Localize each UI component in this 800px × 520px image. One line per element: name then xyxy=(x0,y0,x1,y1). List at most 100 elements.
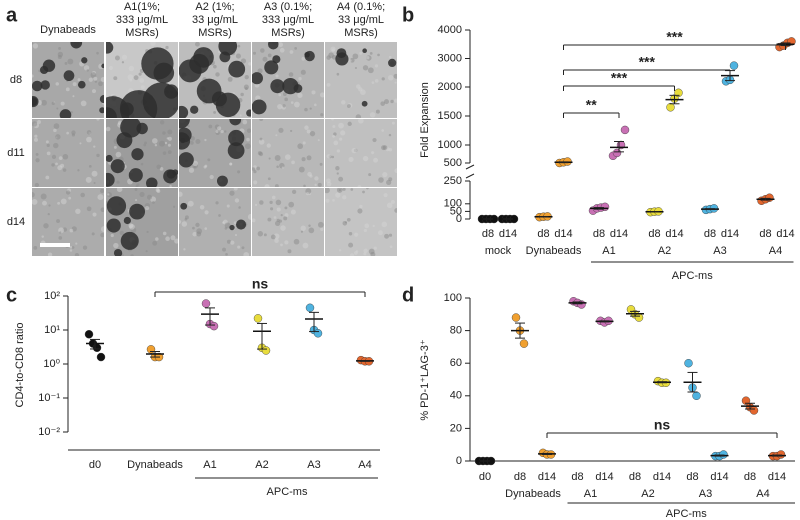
cell-cluster xyxy=(335,52,349,66)
y-tick-label: 3000 xyxy=(438,52,462,64)
texture xyxy=(380,101,386,106)
cell-cluster xyxy=(228,60,246,78)
texture xyxy=(204,138,207,142)
texture xyxy=(234,233,238,237)
group-label: Dynabeads xyxy=(526,245,582,257)
texture xyxy=(187,200,194,207)
micrograph-bg xyxy=(252,188,324,256)
texture xyxy=(390,199,395,205)
texture xyxy=(388,177,393,182)
texture xyxy=(194,42,200,47)
texture xyxy=(294,101,300,108)
texture xyxy=(58,156,63,161)
texture xyxy=(320,113,324,117)
micrograph xyxy=(325,188,397,256)
texture xyxy=(259,137,263,141)
texture xyxy=(326,82,331,87)
texture xyxy=(239,114,242,117)
x-tick-label: d8 xyxy=(571,471,583,483)
row-label: d14 xyxy=(7,216,25,228)
y-tick-label: 10² xyxy=(44,290,60,302)
data-point xyxy=(92,343,102,352)
texture xyxy=(80,192,85,198)
group-label: APC-ms xyxy=(666,508,707,520)
texture xyxy=(71,130,76,135)
texture xyxy=(389,245,393,249)
texture xyxy=(215,72,220,77)
x-tick-label: d14 xyxy=(499,228,517,240)
texture xyxy=(60,101,65,106)
texture xyxy=(107,193,110,196)
cell-cluster xyxy=(110,159,125,174)
texture xyxy=(190,141,194,145)
panel-label: b xyxy=(402,4,414,26)
texture xyxy=(220,130,224,134)
texture xyxy=(159,140,165,147)
cell-cluster xyxy=(131,148,144,161)
texture xyxy=(58,47,61,50)
x-tick-label: d14 xyxy=(776,228,794,240)
texture xyxy=(94,80,98,83)
texture xyxy=(217,126,222,131)
texture xyxy=(335,166,340,171)
texture xyxy=(162,151,167,155)
texture xyxy=(305,192,310,196)
texture xyxy=(34,134,38,138)
texture xyxy=(100,207,104,213)
y-tick-label: 10⁻¹ xyxy=(38,392,60,404)
texture xyxy=(230,240,235,245)
texture xyxy=(357,208,363,214)
texture xyxy=(308,227,315,234)
significance-label: *** xyxy=(639,54,656,70)
texture xyxy=(48,204,51,207)
group-label: A1 xyxy=(602,245,615,257)
texture xyxy=(145,206,150,211)
texture xyxy=(346,217,351,222)
texture xyxy=(77,169,80,172)
data-point xyxy=(612,148,622,158)
texture xyxy=(51,101,55,106)
texture xyxy=(388,148,393,152)
texture xyxy=(57,51,64,58)
micrograph xyxy=(252,188,324,256)
micrograph xyxy=(252,119,324,187)
texture xyxy=(274,184,279,187)
texture xyxy=(267,217,272,222)
y-tick-label: 40 xyxy=(450,390,462,402)
texture xyxy=(136,183,140,187)
micrograph xyxy=(106,188,178,256)
texture xyxy=(150,42,156,46)
texture xyxy=(156,189,161,193)
texture xyxy=(69,249,73,252)
texture xyxy=(229,162,233,166)
texture xyxy=(42,200,47,206)
texture xyxy=(86,206,92,212)
texture xyxy=(279,47,285,53)
texture xyxy=(237,44,241,48)
group-label: APC-ms xyxy=(267,486,308,498)
texture xyxy=(71,246,75,249)
texture xyxy=(256,166,261,171)
texture xyxy=(284,206,288,210)
texture xyxy=(238,206,241,209)
texture xyxy=(196,228,203,235)
texture xyxy=(235,53,241,59)
texture xyxy=(34,182,40,187)
cell-cluster xyxy=(164,84,178,99)
texture xyxy=(317,139,320,142)
texture xyxy=(336,72,340,76)
texture xyxy=(362,155,369,162)
texture xyxy=(167,136,172,141)
texture xyxy=(68,196,72,200)
x-tick-label: d14 xyxy=(653,471,671,483)
texture xyxy=(283,216,288,221)
texture xyxy=(244,143,251,150)
texture xyxy=(301,157,306,162)
texture xyxy=(291,189,297,195)
texture xyxy=(32,42,34,45)
texture xyxy=(377,53,380,57)
texture xyxy=(203,165,207,169)
texture xyxy=(333,132,337,136)
data-point xyxy=(96,352,106,362)
x-tick-label: d0 xyxy=(479,471,491,483)
